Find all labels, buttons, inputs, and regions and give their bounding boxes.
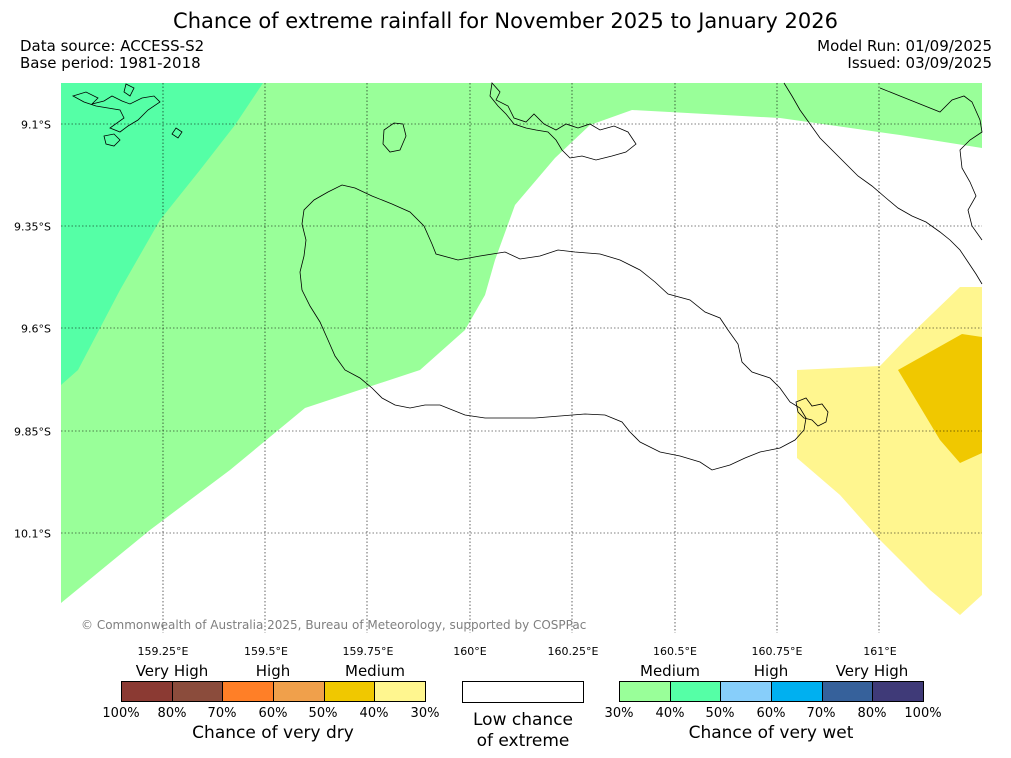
wet-swatch — [721, 682, 773, 701]
base-period-text: Base period: 1981-2018 — [20, 54, 201, 72]
dry-category-label: Medium — [345, 662, 405, 680]
guadalcanal-coastline — [299, 184, 807, 471]
dry-swatch — [122, 682, 173, 701]
russell-islands-coastline — [171, 127, 183, 139]
low-chance-line: Low chance — [473, 710, 573, 730]
lat-label: 9.35°S — [14, 220, 51, 234]
lon-label: 160.25°E — [547, 645, 599, 658]
dry-tick-label: 60% — [258, 706, 288, 721]
dry-swatch — [375, 682, 426, 701]
lat-label: 9.1°S — [21, 118, 51, 132]
wet-category-label: Very High — [835, 662, 909, 680]
data-source-text: Data source: ACCESS-S2 — [20, 37, 205, 55]
dry-swatch — [324, 682, 376, 701]
region-wet-medium — [61, 83, 982, 603]
lon-label: 160°E — [453, 645, 487, 658]
dry-tick-label: 80% — [157, 706, 187, 721]
savo-island-coastline — [382, 122, 407, 153]
data-info-right: Model Run: 01/09/2025 Issued: 03/09/2025 — [817, 38, 992, 72]
lon-label: 159.25°E — [137, 645, 189, 658]
wet-category-label: High — [753, 662, 789, 680]
wet-category-label: Medium — [640, 662, 700, 680]
dry-tick-label: 50% — [308, 706, 338, 721]
wet-tick-label: 40% — [655, 706, 685, 721]
dry-tick-label: 70% — [207, 706, 237, 721]
lon-label: 160.75°E — [751, 645, 803, 658]
data-info-left: Data source: ACCESS-S2 Base period: 1981… — [20, 38, 204, 72]
low-chance-line: of extreme — [476, 731, 570, 751]
wet-tick-label: 60% — [756, 706, 786, 721]
wet-tick-label: 100% — [904, 706, 942, 721]
wet-swatch — [772, 682, 823, 701]
dry-colorbar — [121, 681, 426, 702]
wet-swatch — [670, 682, 722, 701]
wet-colorbar — [619, 681, 924, 702]
wet-tick-label: 80% — [857, 706, 887, 721]
wet-tick-label: 30% — [604, 706, 634, 721]
gridlines — [61, 83, 982, 633]
region-wet-high — [61, 83, 263, 385]
map-plot-area — [61, 83, 982, 615]
dry-swatch — [223, 682, 275, 701]
dry-legend-title: Chance of very dry — [192, 723, 354, 743]
low-chance-label: Low chance of extreme — [473, 710, 573, 752]
lon-label: 160.5°E — [653, 645, 697, 658]
nggela-islands-coastline — [489, 82, 637, 161]
lon-label: 159.5°E — [244, 645, 288, 658]
dry-category-label: High — [255, 662, 291, 680]
lon-label: 159.75°E — [342, 645, 394, 658]
low-chance-swatch — [462, 681, 584, 703]
wet-tick-label: 50% — [705, 706, 735, 721]
russell-islands-coastline — [71, 91, 161, 133]
lat-label: 9.85°S — [14, 425, 51, 439]
marau-islands-coastline — [795, 397, 829, 427]
russell-islands-coastline — [103, 133, 121, 147]
wet-swatch — [822, 682, 874, 701]
chart-title: Chance of extreme rainfall for November … — [173, 9, 838, 33]
dry-tick-label: 30% — [410, 706, 440, 721]
model-run-text: Model Run: 01/09/2025 — [817, 37, 992, 55]
lat-label: 9.6°S — [21, 322, 51, 336]
wet-swatch — [620, 682, 671, 701]
lon-label: 161°E — [863, 645, 897, 658]
malaita-coastline — [879, 87, 983, 241]
copyright-text: © Commonwealth of Australia 2025, Bureau… — [81, 618, 587, 632]
issued-text: Issued: 03/09/2025 — [847, 54, 992, 72]
dry-tick-label: 100% — [102, 706, 140, 721]
wet-swatch — [873, 682, 924, 701]
dry-category-label: Very High — [135, 662, 209, 680]
wet-tick-label: 70% — [806, 706, 836, 721]
lat-label: 10.1°S — [14, 527, 51, 541]
dry-swatch — [274, 682, 325, 701]
dry-tick-label: 40% — [359, 706, 389, 721]
dry-swatch — [172, 682, 224, 701]
wet-legend-title: Chance of very wet — [688, 723, 854, 743]
russell-islands-coastline — [123, 83, 135, 97]
